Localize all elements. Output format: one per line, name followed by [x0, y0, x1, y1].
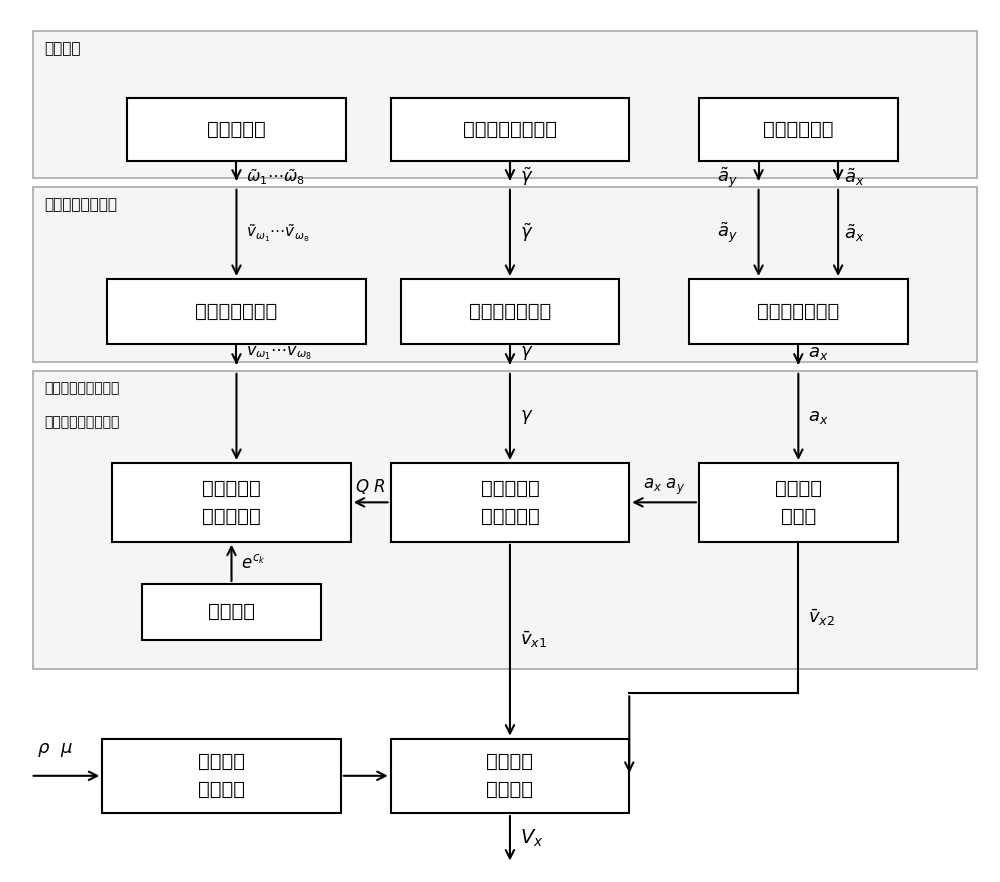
Text: 车速积分
估计器: 车速积分 估计器	[775, 479, 822, 526]
Text: 加速度传感器: 加速度传感器	[763, 120, 834, 139]
Text: $\bar{v}_{x1}$: $\bar{v}_{x1}$	[520, 630, 547, 651]
Text: 行驶工况
判断模块: 行驶工况 判断模块	[198, 752, 245, 799]
Text: 原始信号滤波处理: 原始信号滤波处理	[45, 198, 118, 213]
Bar	[689, 279, 908, 344]
Bar	[142, 584, 321, 640]
Bar	[107, 279, 366, 344]
Bar	[391, 463, 629, 542]
Text: 滤波器系数
自适应调节: 滤波器系数 自适应调节	[481, 479, 539, 526]
Text: $a_x\ a_y$: $a_x\ a_y$	[643, 476, 685, 497]
Text: 卡尔曼滤波处理: 卡尔曼滤波处理	[757, 302, 839, 321]
Text: 卡尔曼滤波估计模块: 卡尔曼滤波估计模块	[45, 415, 120, 429]
Text: 卡尔曼滤波处理: 卡尔曼滤波处理	[195, 302, 278, 321]
Text: 轮速传感器: 轮速传感器	[207, 120, 266, 139]
Text: $Q\ R$: $Q\ R$	[355, 477, 386, 496]
Text: $e^{c_k}$: $e^{c_k}$	[241, 554, 266, 572]
Bar	[699, 98, 898, 161]
Text: 自适应指数加权衰减: 自适应指数加权衰减	[45, 381, 120, 395]
Text: 信号采集: 信号采集	[45, 41, 81, 56]
Bar	[391, 738, 629, 813]
Text: 卡尔曼滤波处理: 卡尔曼滤波处理	[469, 302, 551, 321]
Bar	[127, 98, 346, 161]
Text: $V_x$: $V_x$	[520, 827, 543, 848]
Text: $a_x$: $a_x$	[808, 344, 829, 362]
Text: 车速估计
模型融合: 车速估计 模型融合	[486, 752, 533, 799]
Bar	[112, 463, 351, 542]
Text: $\tilde{v}_{\omega_1}\cdots\tilde{v}_{\omega_8}$: $\tilde{v}_{\omega_1}\cdots\tilde{v}_{\o…	[246, 222, 310, 243]
Bar	[102, 738, 341, 813]
Text: $\tilde{a}_x$: $\tilde{a}_x$	[844, 222, 865, 243]
Text: 横摇角速度传感器: 横摇角速度传感器	[463, 120, 557, 139]
Text: $\tilde{a}_y$: $\tilde{a}_y$	[717, 165, 738, 190]
Bar	[699, 463, 898, 542]
Bar	[391, 98, 629, 161]
Text: $v_{\omega_1}\cdots v_{\omega_8}$: $v_{\omega_1}\cdots v_{\omega_8}$	[246, 344, 312, 362]
Bar	[33, 371, 977, 669]
Text: $\tilde{\gamma}$: $\tilde{\gamma}$	[520, 166, 533, 189]
Text: $\rho\ \ \mu$: $\rho\ \ \mu$	[37, 741, 72, 759]
Text: $\tilde{a}_x$: $\tilde{a}_x$	[844, 167, 865, 188]
Text: 车速卡尔曼
估计滤波器: 车速卡尔曼 估计滤波器	[202, 479, 261, 526]
Bar	[33, 31, 977, 178]
Text: $\bar{v}_{x2}$: $\bar{v}_{x2}$	[808, 608, 835, 628]
Text: $\gamma$: $\gamma$	[520, 344, 533, 362]
Text: $\tilde{\gamma}$: $\tilde{\gamma}$	[520, 221, 533, 244]
Text: $\tilde{\omega}_1\cdots\tilde{\omega}_8$: $\tilde{\omega}_1\cdots\tilde{\omega}_8$	[246, 168, 305, 187]
Bar	[401, 279, 619, 344]
Text: $\gamma$: $\gamma$	[520, 407, 533, 426]
Text: 衰减因子: 衰减因子	[208, 602, 255, 622]
Bar	[33, 187, 977, 363]
Text: $a_x$: $a_x$	[808, 407, 829, 426]
Text: $\tilde{a}_y$: $\tilde{a}_y$	[717, 220, 738, 245]
